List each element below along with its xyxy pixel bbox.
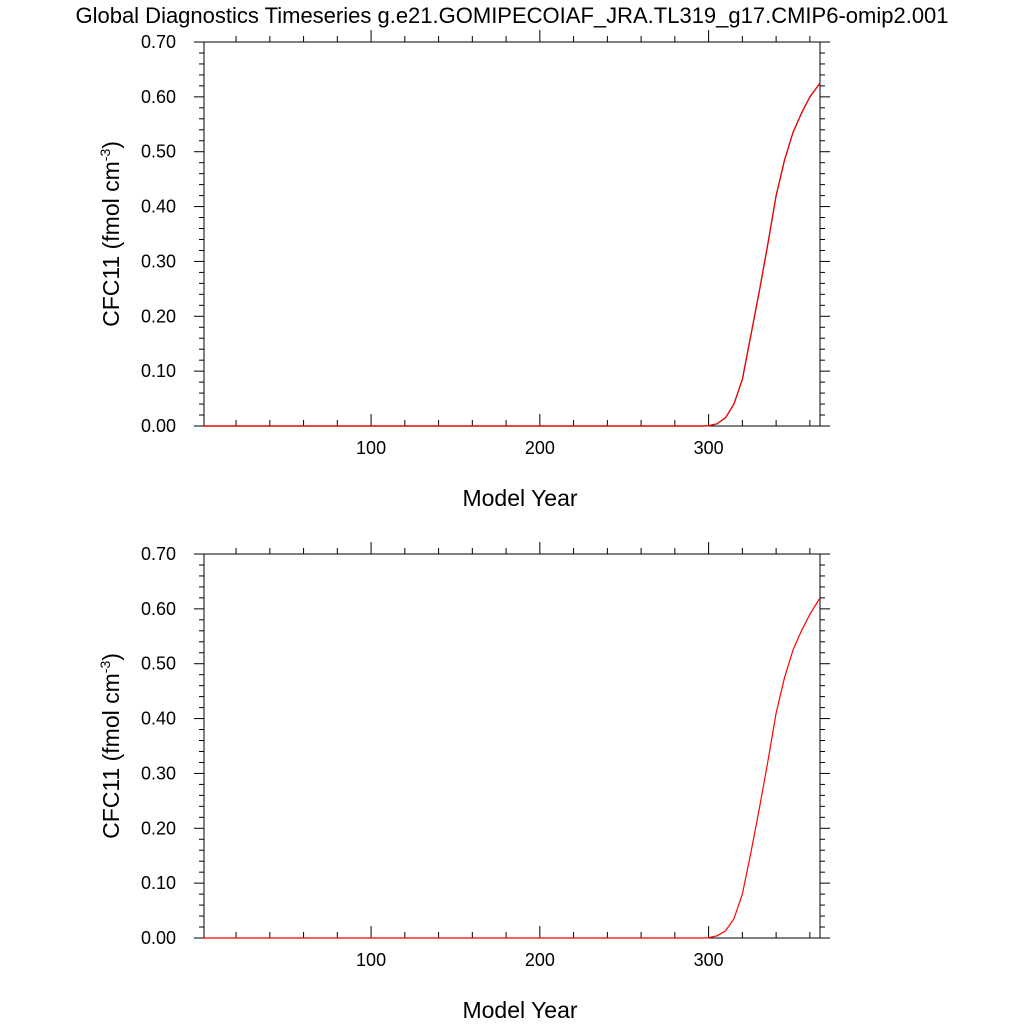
- y-tick-label: 0.70: [141, 544, 176, 564]
- page-title: Global Diagnostics Timeseries g.e21.GOMI…: [75, 3, 949, 28]
- series-line-1: [204, 82, 821, 427]
- y-axis-title: CFC11 (fmol cm-3): [97, 653, 124, 839]
- y-tick-label: 0.30: [141, 763, 176, 783]
- plot-frame: [203, 41, 821, 427]
- y-tick-label: 0.10: [141, 873, 176, 893]
- y-tick-label: 0.00: [141, 416, 176, 436]
- y-tick-label: 0.50: [141, 654, 176, 674]
- y-tick-label: 0.40: [141, 197, 176, 217]
- x-axis-title: Model Year: [462, 485, 577, 511]
- series-line-0: [204, 597, 821, 939]
- y-tick-label: 0.20: [141, 306, 176, 326]
- y-tick-label: 0.00: [141, 928, 176, 948]
- x-tick-label: 100: [356, 950, 386, 970]
- x-tick-label: 200: [525, 950, 555, 970]
- x-axis-title: Model Year: [462, 997, 577, 1023]
- y-tick-label: 0.40: [141, 709, 176, 729]
- y-axis-title: CFC11 (fmol cm-3): [97, 141, 124, 327]
- y-tick-label: 0.60: [141, 87, 176, 107]
- plot-frame: [203, 553, 821, 939]
- x-tick-label: 300: [694, 438, 724, 458]
- bottom-panel: 100 200 300 0.00 0.10 0.20 0.30 0.40 0.50 0.60 0.7…: [97, 542, 830, 1023]
- y-tick-label: 0.50: [141, 142, 176, 162]
- y-tick-label: 0.70: [141, 32, 176, 52]
- y-tick-label: 0.20: [141, 818, 176, 838]
- x-tick-label: 100: [356, 438, 386, 458]
- series-line-0: [204, 82, 821, 427]
- x-tick-label: 200: [525, 438, 555, 458]
- y-tick-label: 0.30: [141, 251, 176, 271]
- y-tick-label: 0.60: [141, 599, 176, 619]
- y-tick-label: 0.10: [141, 361, 176, 381]
- top-panel: 100 200 300 0.00 0.10 0.20 0.30 0.40 0.50 0.60 0.7…: [97, 30, 830, 511]
- x-tick-label: 300: [694, 950, 724, 970]
